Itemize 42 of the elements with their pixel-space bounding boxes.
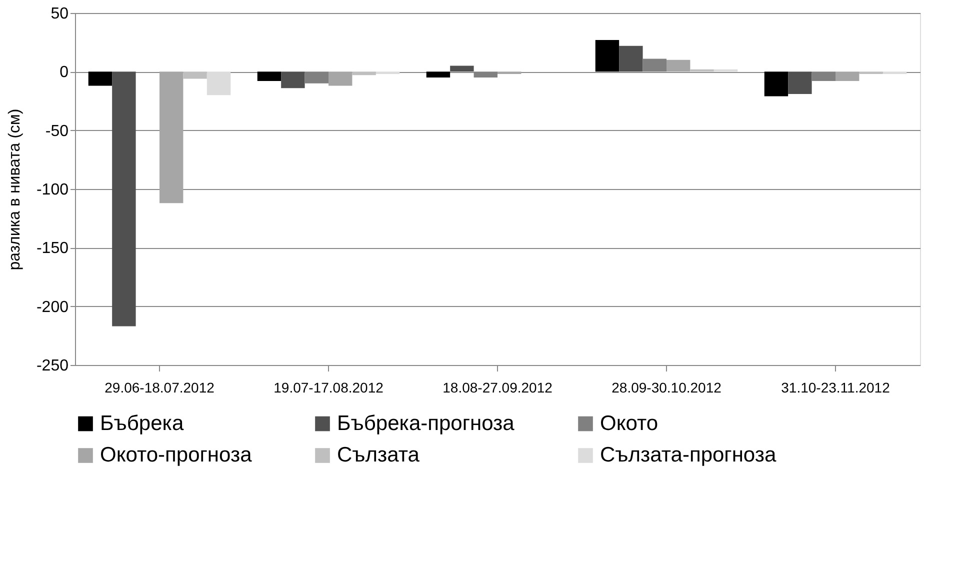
bar: [836, 72, 860, 82]
bar: [788, 72, 812, 94]
bar: [498, 72, 522, 74]
legend-label: Сълзата-прогноза: [600, 444, 777, 466]
bar: [619, 46, 643, 72]
legend-label: Сълзата: [337, 444, 420, 466]
y-tick-label: -200: [36, 298, 69, 316]
legend-label: Окото-прогноза: [100, 444, 252, 466]
bar: [88, 72, 112, 86]
bar: [376, 72, 400, 74]
bar: [812, 72, 836, 82]
y-tick-label: -100: [36, 182, 69, 198]
x-tick-label: 31.10-23.11.2012: [781, 380, 890, 396]
y-axis-title: разлика в нивата (см): [6, 108, 24, 270]
bar: [666, 60, 690, 72]
bar: [206, 72, 231, 96]
y-tick-label: 0: [60, 64, 69, 82]
bar: [352, 72, 376, 76]
bar: [257, 72, 282, 82]
x-tick-label: 19.07-17.08.2012: [274, 380, 384, 396]
bar: [426, 72, 450, 78]
bar: [304, 72, 328, 84]
y-tick-label: -250: [36, 358, 69, 374]
x-tick-label: 29.06-18.07.2012: [104, 380, 215, 396]
bar: [859, 72, 883, 74]
bar: [595, 40, 620, 72]
bar: [160, 72, 184, 204]
bar: [328, 72, 352, 86]
x-tick-label: 28.09-30.10.2012: [612, 380, 722, 396]
legend-label: Бъбрека-прогноза: [337, 412, 515, 435]
y-tick-label: -150: [36, 240, 69, 258]
bar: [450, 66, 474, 72]
bar: [281, 72, 305, 88]
y-tick-label: -50: [45, 122, 69, 140]
y-tick-label: 50: [50, 6, 69, 22]
bar: [764, 72, 788, 96]
bar: [183, 72, 207, 79]
bar: [882, 72, 907, 74]
legend-label: Окото: [600, 412, 658, 435]
x-tick-label: 18.08-27.09.2012: [442, 380, 553, 396]
bar: [112, 72, 136, 326]
legend-label: Бъбрека: [100, 412, 184, 435]
